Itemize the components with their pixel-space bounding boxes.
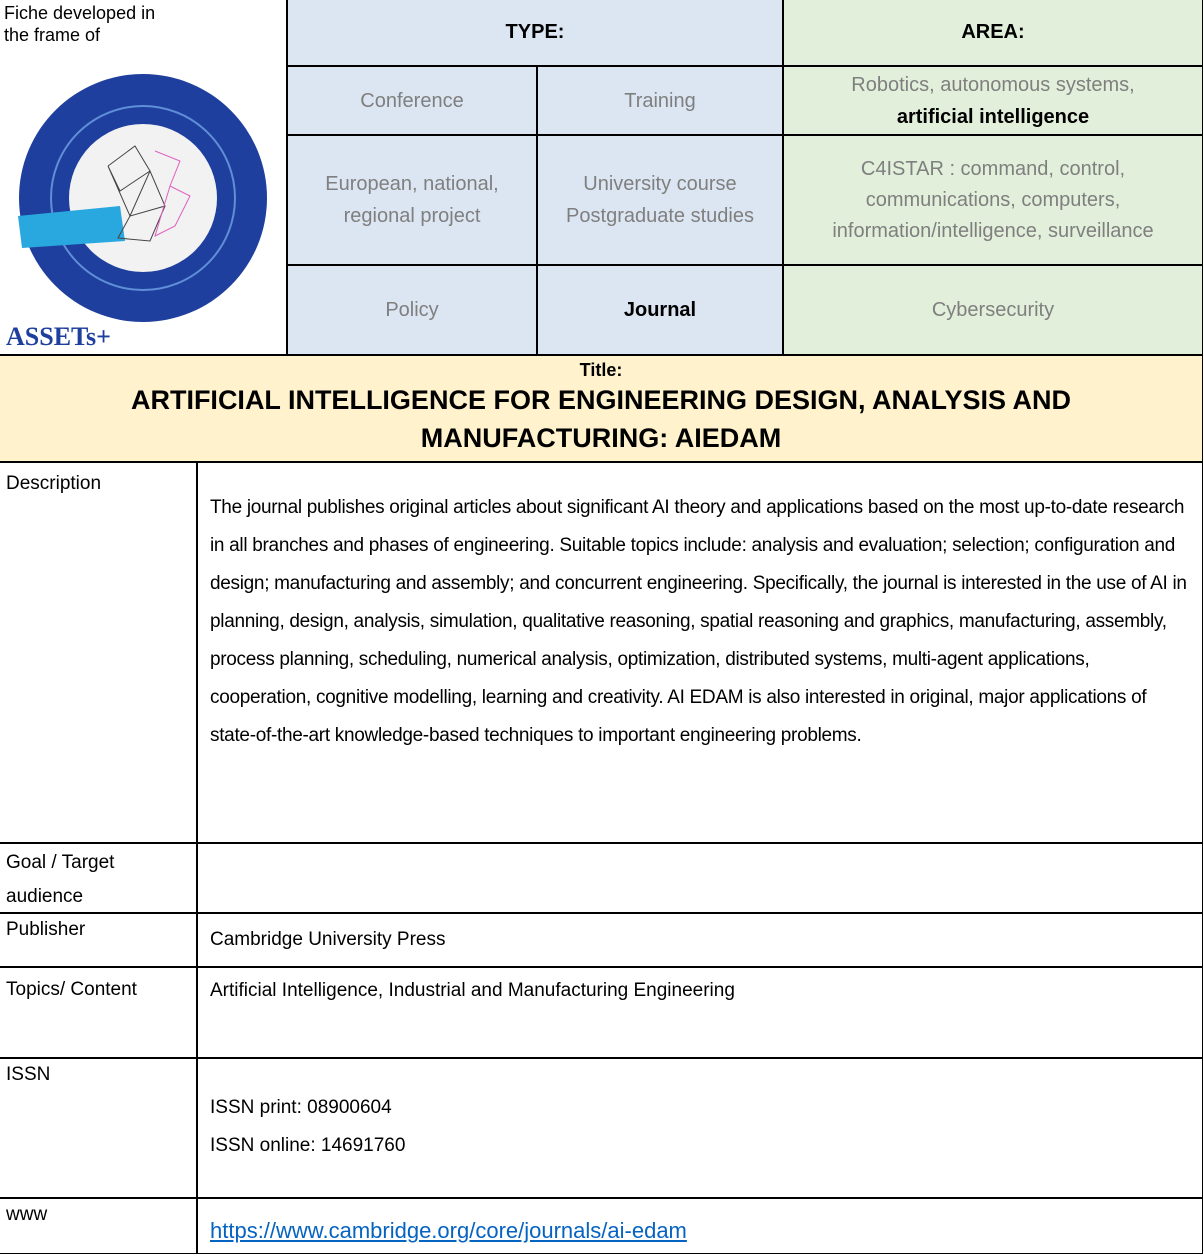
row-label: Goal / Target audience (0, 843, 197, 913)
row-value: ISSN print: 08900604 ISSN online: 146917… (197, 1058, 1203, 1198)
title-text: ARTIFICIAL INTELLIGENCE FOR ENGINEERING … (130, 385, 1072, 453)
issn-line: ISSN online: 14691760 (210, 1135, 406, 1156)
area-option-bold: artificial intelligence (896, 105, 1090, 128)
row-value (197, 843, 1203, 913)
logo-cell: Fiche developed in the frame of ASSETs+ (0, 0, 287, 355)
row-value: Cambridge University Press (197, 913, 1203, 967)
area-option: C4ISTAR : command, control, communicatio… (783, 135, 1203, 265)
area-option: Cybersecurity (783, 265, 1203, 355)
type-header: TYPE: (287, 0, 783, 66)
website-link[interactable]: https://www.cambridge.org/core/journals/… (210, 1218, 687, 1243)
row-label: www (0, 1198, 197, 1254)
area-option: Robotics, autonomous systems, artificial… (783, 66, 1203, 135)
type-option: Training (537, 66, 783, 135)
logo-text: ASSETs+ (6, 322, 111, 351)
description: The journal publishes original articles … (197, 462, 1203, 843)
row-label: Description (0, 462, 197, 843)
title-label: Title: (579, 360, 623, 380)
row-label: Publisher (0, 913, 197, 967)
area-option-text: Robotics, autonomous systems, (851, 73, 1135, 96)
row-label: Topics/ Content (0, 967, 197, 1058)
title-block: Title: ARTIFICIAL INTELLIGENCE FOR ENGIN… (0, 355, 1203, 462)
type-option: Policy (287, 265, 537, 355)
fiche-text: Fiche developed in the frame of (4, 3, 156, 45)
row-value: https://www.cambridge.org/core/journals/… (197, 1198, 1203, 1254)
type-option: Conference (287, 66, 537, 135)
area-header: AREA: (783, 0, 1203, 66)
issn-line: ISSN print: 08900604 (210, 1097, 392, 1118)
row-label: ISSN (0, 1058, 197, 1198)
logo-graphic (18, 74, 267, 322)
type-option: University course Postgraduate studies (537, 135, 783, 265)
row-value: Artificial Intelligence, Industrial and … (197, 967, 1203, 1058)
type-option: Journal (537, 265, 783, 355)
type-option: European, national, regional project (287, 135, 537, 265)
